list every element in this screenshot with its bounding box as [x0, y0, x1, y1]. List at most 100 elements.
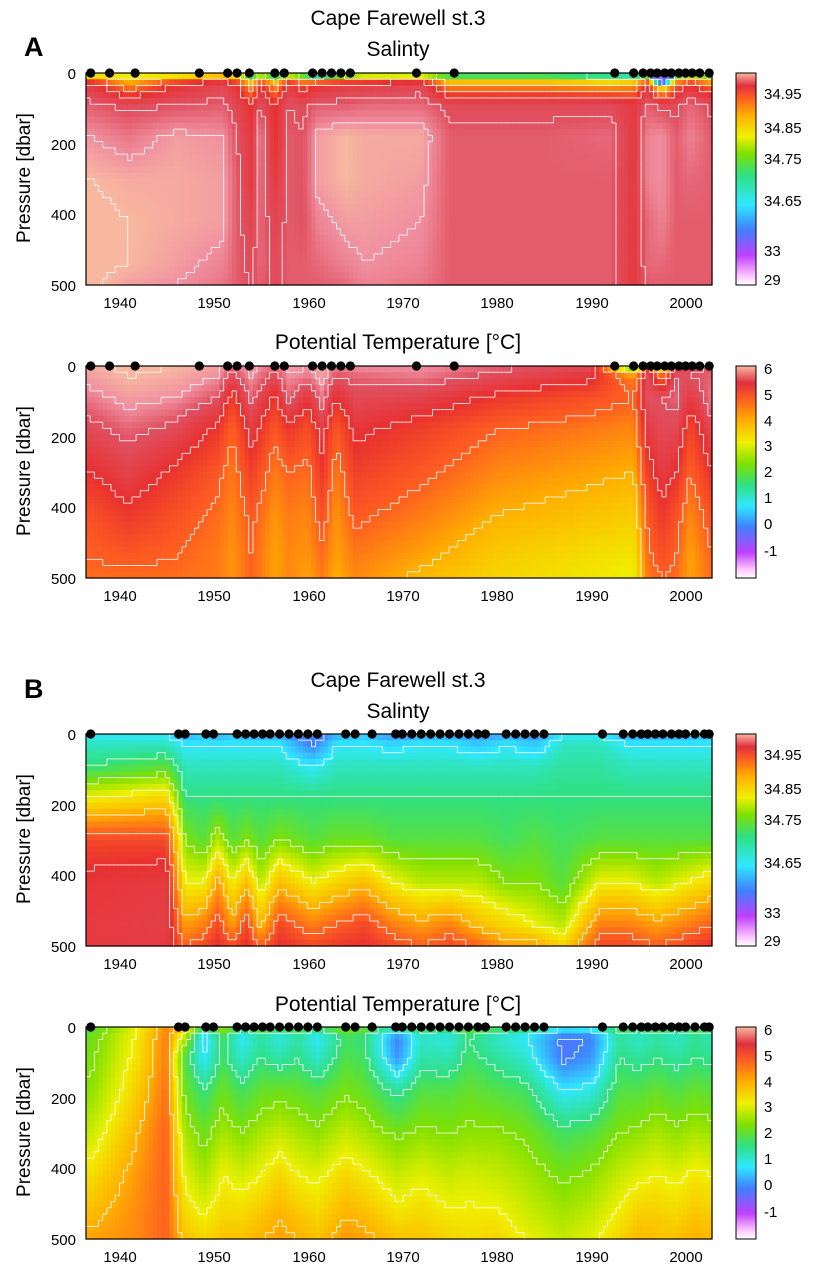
heatmap-cell: [695, 122, 701, 130]
heatmap-cell: [599, 110, 605, 118]
heatmap-cell: [565, 122, 571, 130]
heatmap-cell: [261, 260, 267, 267]
heatmap-cell: [545, 272, 550, 280]
heatmap-cell: [699, 110, 705, 118]
heatmap-cell: [102, 210, 108, 218]
heatmap-cell: [336, 141, 342, 149]
heatmap-cell: [165, 197, 171, 205]
heatmap-cell: [261, 179, 267, 186]
heatmap-cell: [599, 91, 605, 99]
heatmap-cell: [382, 253, 388, 261]
heatmap-cell: [269, 154, 275, 161]
heatmap-cell: [482, 216, 488, 224]
heatmap-cell: [211, 97, 216, 105]
heatmap-cell: [140, 247, 146, 255]
heatmap-cell: [294, 79, 300, 87]
heatmap-cell: [449, 135, 454, 143]
heatmap-cell: [319, 272, 325, 280]
heatmap-cell: [111, 235, 116, 242]
heatmap-cell: [511, 235, 517, 242]
heatmap-cell: [653, 110, 659, 118]
heatmap-cell: [636, 253, 642, 261]
heatmap-cell: [499, 203, 504, 211]
heatmap-cell: [194, 141, 200, 149]
heatmap-cell: [578, 247, 584, 255]
heatmap-cell: [482, 160, 488, 168]
heatmap-cell: [382, 110, 388, 118]
heatmap-cell: [624, 135, 630, 143]
heatmap-cell: [136, 160, 141, 168]
heatmap-cell: [565, 253, 571, 261]
heatmap-cell: [540, 116, 546, 124]
heatmap-cell: [599, 104, 605, 112]
heatmap-cell: [232, 266, 237, 274]
heatmap-cell: [211, 272, 216, 280]
heatmap-cell: [86, 216, 91, 224]
heatmap-cell: [407, 79, 413, 87]
heatmap-cell: [553, 160, 559, 168]
heatmap-cell: [524, 210, 529, 218]
heatmap-cell: [261, 222, 267, 230]
heatmap-cell: [536, 228, 542, 236]
heatmap-cell: [269, 135, 275, 143]
heatmap-cell: [294, 172, 300, 180]
heatmap-cell: [131, 91, 137, 99]
heatmap-cell: [311, 172, 317, 180]
heatmap-cell: [382, 104, 388, 112]
heatmap-cell: [257, 154, 262, 161]
heatmap-cell: [540, 110, 546, 118]
heatmap-cell: [244, 79, 250, 87]
heatmap-cell: [152, 197, 158, 205]
heatmap-cell: [303, 197, 308, 205]
heatmap-cell: [323, 197, 329, 205]
heatmap-cell: [152, 278, 158, 286]
heatmap-cell: [290, 197, 296, 205]
heatmap-cell: [161, 235, 166, 242]
heatmap-cell: [465, 197, 471, 205]
heatmap-cell: [248, 129, 254, 136]
heatmap-cell: [532, 172, 538, 180]
heatmap-cell: [173, 110, 179, 118]
heatmap-cell: [494, 222, 500, 230]
heatmap-cell: [628, 147, 634, 155]
heatmap-cell: [557, 228, 563, 236]
heatmap-cell: [574, 85, 580, 93]
heatmap-cell: [486, 241, 492, 249]
heatmap-cell: [653, 122, 659, 130]
heatmap-cell: [236, 91, 242, 99]
heatmap-cell: [490, 191, 496, 199]
heatmap-cell: [207, 172, 212, 180]
heatmap-cell: [424, 191, 429, 199]
heatmap-cell: [232, 91, 237, 99]
heatmap-cell: [286, 222, 292, 230]
heatmap-cell: [323, 185, 329, 193]
heatmap-cell: [428, 222, 433, 230]
heatmap-cell: [682, 110, 688, 118]
heatmap-cell: [369, 247, 375, 255]
heatmap-cell: [590, 79, 596, 87]
heatmap-cell: [232, 166, 237, 174]
heatmap-cell: [357, 154, 363, 161]
heatmap-cell: [628, 266, 634, 274]
heatmap-cell: [328, 222, 333, 230]
heatmap-cell: [666, 210, 671, 218]
heatmap-cell: [98, 241, 104, 249]
heatmap-cell: [657, 216, 663, 224]
heatmap-cell: [311, 241, 317, 249]
heatmap-cell: [282, 241, 287, 249]
heatmap-cell: [520, 104, 525, 112]
heatmap-cell: [186, 228, 191, 236]
heatmap-cell: [599, 135, 605, 143]
heatmap-cell: [444, 210, 450, 218]
heatmap-cell: [298, 129, 304, 136]
heatmap-cell: [353, 85, 358, 93]
heatmap-cell: [549, 203, 555, 211]
heatmap-cell: [411, 160, 417, 168]
heatmap-cell: [215, 135, 221, 143]
heatmap-cell: [211, 129, 216, 136]
heatmap-cell: [599, 185, 605, 193]
heatmap-cell: [152, 203, 158, 211]
heatmap-cell: [152, 160, 158, 168]
heatmap-cell: [449, 210, 454, 218]
heatmap-cell: [265, 222, 271, 230]
